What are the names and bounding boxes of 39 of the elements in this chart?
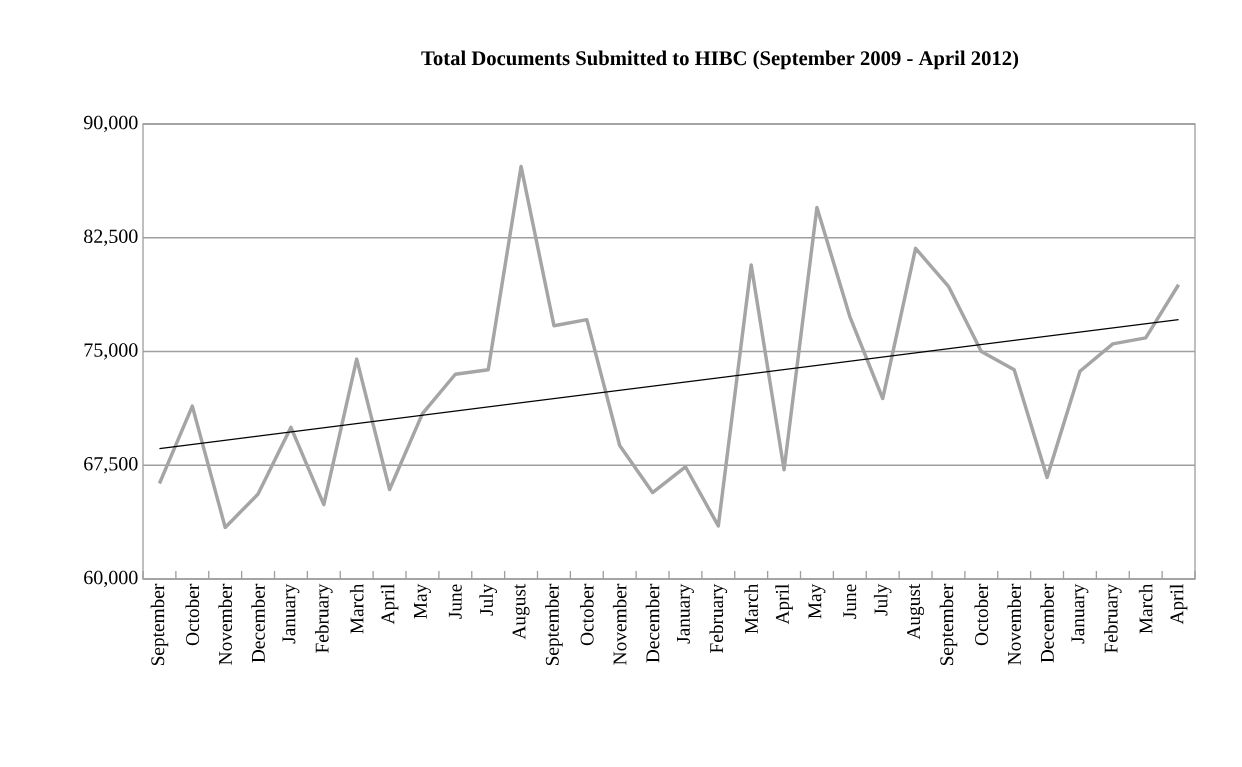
- y-tick-label: 90,000: [83, 115, 138, 133]
- x-tick-label: June: [448, 584, 462, 619]
- line-series: [157, 164, 1181, 530]
- x-tick-label: October: [974, 583, 989, 646]
- x-tick-label: November: [1007, 583, 1021, 665]
- x-tick-label: September: [150, 583, 169, 666]
- x-tick-label: February: [1104, 583, 1122, 653]
- x-tick-label: March: [1138, 583, 1153, 634]
- x-tick-label: March: [349, 583, 364, 634]
- x-tick-label: May: [808, 583, 826, 619]
- x-tick-label: October: [185, 583, 200, 646]
- chart-title: Total Documents Submitted to HIBC (September 2009 - April 2012): [421, 50, 1019, 70]
- x-tick-label: December: [1040, 583, 1054, 663]
- x-tick-label: April: [775, 584, 793, 625]
- x-tick-label: January: [282, 583, 300, 644]
- x-tick-label: August: [512, 583, 530, 640]
- x-tick-label: December: [251, 583, 265, 663]
- x-tick-label: October: [580, 583, 594, 646]
- x-tick-label: January: [677, 583, 694, 644]
- x-tick-label: April: [1169, 584, 1188, 625]
- x-tick-label: July: [873, 583, 892, 616]
- x-tick-label: December: [645, 583, 660, 663]
- x-tick-label: March: [744, 583, 758, 634]
- x-tick-label: January: [1071, 583, 1089, 644]
- y-tick-label: 82,500: [84, 229, 138, 246]
- x-tick-label: November: [612, 583, 627, 665]
- x-tick-label: August: [907, 583, 925, 640]
- x-tick-label: April: [380, 584, 399, 625]
- y-tick-label: 60,000: [84, 570, 138, 588]
- x-tick-label: November: [218, 583, 232, 665]
- x-tick-label: February: [315, 583, 333, 653]
- x-tick-label: September: [939, 583, 958, 666]
- y-tick-label: 67,500: [84, 457, 138, 474]
- x-tick-label: September: [545, 583, 563, 666]
- x-tick-label: June: [843, 584, 857, 619]
- x-tick-label: February: [709, 583, 728, 653]
- x-tick-label: May: [414, 583, 431, 619]
- x-tick-label: July: [479, 583, 497, 616]
- y-tick-label: 75,000: [84, 343, 138, 360]
